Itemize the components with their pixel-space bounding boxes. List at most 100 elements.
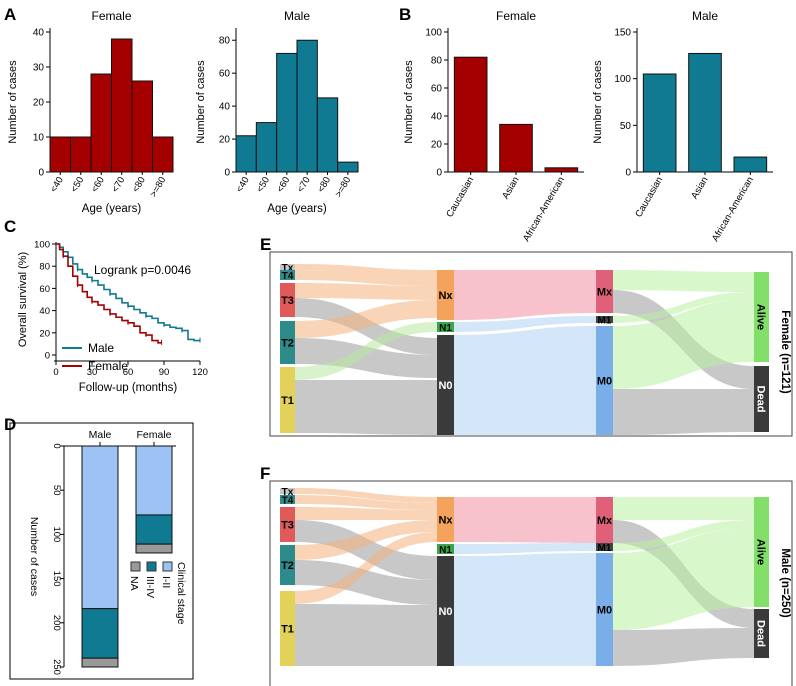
sankey-node — [596, 270, 613, 313]
y-tick-label: 100 — [614, 74, 631, 85]
stacked-bar-segment — [81, 608, 119, 659]
y-tick-label: 60 — [431, 84, 443, 95]
flow-ribbon — [295, 283, 437, 300]
y-tick-label: 100 — [51, 526, 62, 542]
node-label: Alive — [755, 304, 767, 330]
node-label: Nx — [438, 515, 453, 527]
node-label: T2 — [281, 560, 294, 572]
node-label: Mx — [597, 287, 613, 299]
sankey-node — [596, 326, 613, 435]
bar — [70, 136, 92, 173]
y-tick-label: 0 — [625, 168, 631, 179]
bar — [111, 38, 133, 173]
bar — [642, 73, 677, 173]
bar — [688, 52, 722, 173]
node-label: T1 — [281, 624, 294, 636]
flow-ribbon — [295, 380, 437, 435]
y-tick-label: 150 — [51, 571, 62, 587]
chart-b-female: Female 0 20 40 60 80 100 Number of cases Caucasi… — [403, 9, 584, 244]
x-tick-label: <80 — [130, 175, 148, 194]
legend-swatch — [162, 561, 173, 572]
y-axis-label: Number of cases — [7, 60, 19, 144]
bar — [296, 39, 318, 173]
survival-curve-female — [56, 243, 162, 344]
sankey-node — [280, 545, 295, 585]
legend-label: Male — [88, 341, 114, 355]
bar — [90, 73, 112, 173]
bar — [733, 156, 768, 173]
y-tick-label: 10 — [33, 133, 45, 144]
panel-border — [269, 480, 793, 686]
sankey-node — [754, 272, 769, 362]
x-tick-label: 90 — [159, 367, 170, 378]
flow-ribbon — [613, 497, 754, 520]
x-tick-label: <70 — [110, 175, 128, 194]
x-tick-label: African-American — [710, 175, 756, 244]
flow-ribbon — [454, 316, 596, 332]
x-tick-label: 120 — [192, 367, 208, 378]
x-tick-label: African-American — [521, 175, 567, 244]
y-axis-label: Number of cases — [403, 60, 415, 144]
x-tick-label: <50 — [69, 175, 87, 194]
x-tick-label: <50 — [255, 175, 273, 194]
bar — [235, 135, 257, 173]
y-tick-label: 50 — [51, 485, 62, 496]
stacked-bar-segment — [81, 657, 119, 668]
panel-label-e: E — [260, 235, 271, 254]
flow-ribbon — [295, 300, 437, 338]
node-label: Dead — [755, 386, 767, 413]
y-tick-label: 0 — [45, 351, 50, 362]
stacked-bar-segment — [135, 543, 173, 554]
y-tick-label: 80 — [219, 36, 231, 47]
y-tick-label: 20 — [33, 98, 45, 109]
node-label: Tx — [282, 487, 294, 498]
legend-swatch — [146, 561, 157, 572]
flow-ribbon — [295, 495, 437, 510]
sankey-node — [280, 264, 295, 270]
logrank-annotation: Logrank p=0.0046 — [94, 263, 191, 277]
chart-d-stage: 0 50 100 150 200 250 Number of cases Male Female… — [9, 422, 194, 680]
y-tick-label: 100 — [425, 28, 442, 39]
y-tick-label: 30 — [33, 63, 45, 74]
flow-ribbon — [295, 270, 437, 286]
node-label: N1 — [439, 545, 452, 556]
node-label: T2 — [281, 338, 294, 350]
x-tick-label: <60 — [275, 175, 293, 194]
chart-title: Male — [692, 9, 718, 23]
node-label: Tx — [282, 263, 294, 274]
bar — [316, 97, 339, 173]
panel-border — [269, 251, 793, 437]
legend-title: Clinical stage — [175, 562, 187, 625]
x-tick-label: Male — [89, 429, 112, 441]
y-tick-label: 250 — [51, 659, 62, 675]
flow-ribbon — [454, 326, 596, 435]
x-tick-label: <40 — [48, 175, 66, 194]
sankey-node — [596, 553, 613, 666]
x-tick-label: <60 — [89, 175, 107, 194]
flow-ribbon — [295, 532, 437, 604]
flow-ribbon — [295, 488, 437, 503]
y-axis-label: Number of cases — [592, 60, 604, 144]
bar — [255, 122, 278, 173]
survival-curve-male — [56, 243, 200, 342]
sankey-node — [754, 366, 769, 432]
sankey-node — [280, 507, 295, 542]
bar — [544, 167, 579, 173]
sankey-node — [437, 497, 454, 542]
x-tick-label: >=80 — [148, 175, 168, 199]
y-tick-label: 80 — [431, 56, 443, 67]
node-label: N0 — [438, 380, 452, 392]
node-label: T3 — [281, 520, 294, 532]
sankey-node — [596, 543, 613, 551]
node-label: M0 — [597, 605, 612, 617]
flow-ribbon — [454, 553, 596, 666]
x-tick-label: Asian — [500, 175, 521, 201]
flow-ribbon — [295, 520, 437, 580]
node-label: N1 — [439, 323, 452, 334]
x-tick-label: 60 — [123, 367, 134, 378]
y-tick-label: 0 — [436, 168, 442, 179]
y-axis-label: Number of cases — [195, 60, 207, 144]
sankey-node — [437, 322, 454, 332]
x-tick-label: Caucasian — [633, 175, 665, 219]
